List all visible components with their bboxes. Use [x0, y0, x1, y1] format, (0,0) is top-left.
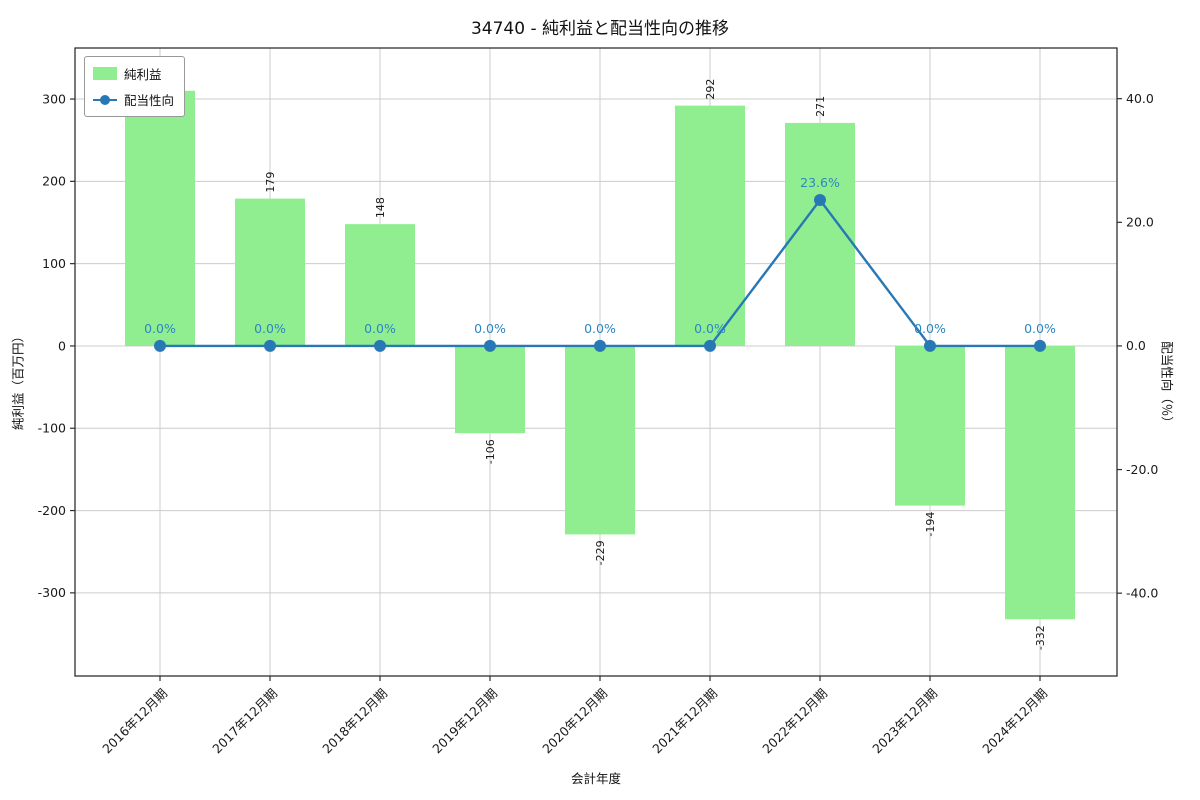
x-tick-label: 2023年12月期: [869, 686, 940, 757]
y-tick-label-left: 100: [42, 256, 66, 271]
bar-value-label: -332: [1034, 625, 1047, 650]
y-tick-label-right: 0.0: [1126, 338, 1146, 353]
x-tick-label: 2020年12月期: [539, 686, 610, 757]
point-value-label: 23.6%: [800, 175, 840, 190]
point-value-label: 0.0%: [584, 321, 616, 336]
y-tick-label-right: -20.0: [1126, 462, 1158, 477]
y-tick-label-left: -200: [38, 503, 66, 518]
y-axis-label-left: 純利益（百万円）: [10, 329, 26, 431]
line-marker: [594, 339, 606, 352]
y-tick-label-left: -300: [38, 585, 66, 600]
bar: [565, 345, 635, 535]
chart-title: 34740 - 純利益と配当性向の推移: [470, 19, 730, 39]
x-axis-label: 会計年度: [570, 771, 622, 786]
y-tick-label-left: 300: [42, 91, 66, 106]
y-tick-label-right: 20.0: [1126, 215, 1154, 230]
x-tick-label: 2021年12月期: [649, 686, 720, 757]
y-tick-label-right: -40.0: [1126, 585, 1158, 600]
line-marker: [374, 339, 386, 352]
bar-value-label: 179: [264, 172, 277, 193]
line-marker: [814, 194, 826, 207]
bar-value-label: -106: [484, 439, 497, 464]
point-value-label: 0.0%: [364, 321, 396, 336]
legend-item-payout-ratio: 配当性向: [93, 90, 174, 109]
axes-border: [74, 47, 1118, 677]
point-value-label: 0.0%: [474, 321, 506, 336]
point-value-label: 0.0%: [694, 321, 726, 336]
bar-value-label: -229: [594, 540, 607, 565]
point-value-label: 0.0%: [914, 321, 946, 336]
bar: [1005, 345, 1075, 620]
line-marker: [704, 339, 716, 352]
point-value-label: 0.0%: [1024, 321, 1056, 336]
line-marker: [484, 339, 496, 352]
point-value-label: 0.0%: [144, 321, 176, 336]
y-tick-label-left: 0: [58, 338, 66, 353]
line-marker-icon: [93, 93, 117, 106]
line-marker: [154, 339, 166, 352]
y-tick-label-right: 40.0: [1126, 91, 1154, 106]
bar: [895, 345, 965, 506]
bar-swatch-icon: [93, 67, 117, 80]
y-tick-label-left: -100: [38, 421, 66, 436]
x-tick-label: 2016年12月期: [99, 686, 170, 757]
x-tick-label: 2017年12月期: [209, 686, 280, 757]
legend: 純利益 配当性向: [84, 56, 186, 117]
legend-label: 純利益: [124, 67, 162, 82]
bar: [125, 90, 195, 346]
bar: [235, 198, 305, 346]
line-marker: [1034, 339, 1046, 352]
legend-item-net-profit: 純利益: [93, 64, 174, 83]
bar: [675, 105, 745, 346]
x-tick-label: 2024年12月期: [979, 686, 1050, 757]
line-marker: [924, 339, 936, 352]
bar-value-label: 148: [374, 197, 387, 218]
x-tick-label: 2019年12月期: [429, 686, 500, 757]
bar: [455, 345, 525, 434]
point-value-label: 0.0%: [254, 321, 286, 336]
bar: [345, 224, 415, 346]
bar-value-label: -194: [924, 512, 937, 537]
x-tick-label: 2018年12月期: [319, 686, 390, 757]
bar-value-label: 271: [814, 96, 827, 117]
line-marker: [264, 339, 276, 352]
y-axis-label-right: 配当性向（％）: [1159, 341, 1175, 429]
bar-value-label: 292: [704, 79, 717, 100]
y-tick-label-left: 200: [42, 174, 66, 189]
bar: [785, 122, 855, 346]
legend-label: 配当性向: [124, 93, 175, 108]
x-tick-label: 2022年12月期: [759, 686, 830, 757]
